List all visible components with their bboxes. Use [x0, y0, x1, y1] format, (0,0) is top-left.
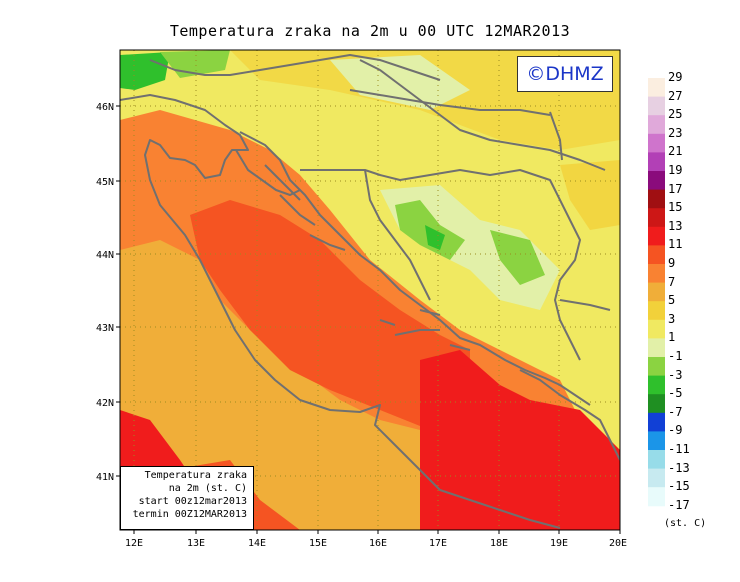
legend-swatch [648, 226, 665, 246]
legend-label: -17 [668, 497, 690, 512]
legend-unit: (st. C) [664, 518, 707, 529]
x-tick-label: 17E [429, 538, 447, 549]
tick-marks [116, 105, 621, 534]
legend-label: 17 [668, 181, 683, 196]
legend-swatch [648, 468, 665, 488]
copyright-box: ©DHMZ [517, 56, 613, 92]
legend-swatch [648, 133, 665, 153]
legend-label: -7 [668, 404, 683, 419]
info-line: start 00z12mar2013 [138, 496, 247, 507]
x-tick-label: 13E [187, 538, 205, 549]
legend-swatch [648, 115, 665, 135]
legend-label: 1 [668, 330, 676, 345]
legend-label: 7 [668, 274, 676, 289]
legend-swatch [648, 412, 665, 432]
legend-swatch [648, 208, 665, 228]
legend-label: 21 [668, 144, 683, 159]
x-tick-label: 19E [550, 538, 568, 549]
info-line: na 2m (st. C) [168, 483, 247, 494]
legend-swatch [648, 394, 665, 414]
legend-label: 19 [668, 163, 683, 177]
plot-frame [119, 49, 621, 531]
legend-swatch [648, 487, 665, 507]
legend-label: 9 [668, 256, 676, 270]
y-tick-label: 45N [96, 177, 114, 188]
x-tick-label: 15E [309, 538, 327, 549]
legend-label: 25 [668, 107, 683, 122]
legend-label: -13 [668, 460, 690, 475]
info-line: termin 00Z12MAR2013 [132, 509, 247, 520]
legend-label: 15 [668, 200, 683, 215]
y-tick-label: 42N [96, 398, 114, 409]
legend-swatch [648, 96, 665, 116]
y-tick-label: 44N [96, 250, 114, 261]
y-tick-label: 46N [96, 102, 114, 113]
legend-label: 27 [668, 88, 683, 103]
x-tick-labels: 12E 13E 14E 15E 16E 17E 18E 19E 20E [125, 538, 627, 549]
x-tick-label: 12E [125, 538, 143, 549]
grid-lines [120, 50, 620, 530]
x-tick-label: 16E [369, 538, 387, 549]
y-tick-label: 41N [96, 472, 114, 483]
info-line: Temperatura zraka [144, 470, 247, 481]
legend-label: -9 [668, 423, 683, 438]
legend-swatch [648, 152, 665, 172]
legend-label: 13 [668, 218, 683, 233]
legend-swatch [648, 319, 665, 339]
x-tick-label: 20E [609, 538, 627, 549]
map-title: Temperatura zraka na 2m u 00 UTC 12MAR20… [169, 22, 571, 40]
legend-swatch [648, 357, 665, 377]
y-tick-label: 43N [96, 323, 114, 334]
x-tick-label: 14E [248, 538, 266, 549]
legend-label: -1 [668, 349, 683, 363]
legend-swatch [648, 171, 665, 191]
legend-label: 11 [668, 237, 683, 252]
legend-label: -11 [668, 442, 690, 456]
x-tick-label: 18E [490, 538, 508, 549]
legend-label: 23 [668, 125, 683, 140]
legend-swatch [648, 301, 665, 321]
legend-label: -15 [668, 479, 690, 494]
legend-swatch [648, 189, 665, 209]
legend-label: -5 [668, 386, 683, 401]
legend-swatch [648, 450, 665, 470]
temperature-field [120, 50, 620, 530]
legend-swatch [648, 375, 665, 395]
legend-label: 29 [668, 70, 683, 84]
coastlines [120, 54, 620, 529]
islands [264, 164, 471, 351]
legend-color-bar [648, 78, 665, 507]
legend-swatch [648, 264, 665, 284]
info-box: Temperatura zraka na 2m (st. C) start 00… [120, 466, 254, 530]
legend-swatch [648, 245, 665, 265]
legend-swatch [648, 431, 665, 451]
legend-label: 5 [668, 293, 676, 308]
legend-swatch [648, 78, 665, 98]
legend-label: -3 [668, 367, 683, 382]
legend-label: 3 [668, 311, 676, 326]
y-tick-labels: 46N 45N 44N 43N 42N 41N [96, 102, 114, 483]
legend-swatch [648, 282, 665, 302]
legend-swatch [648, 338, 665, 358]
